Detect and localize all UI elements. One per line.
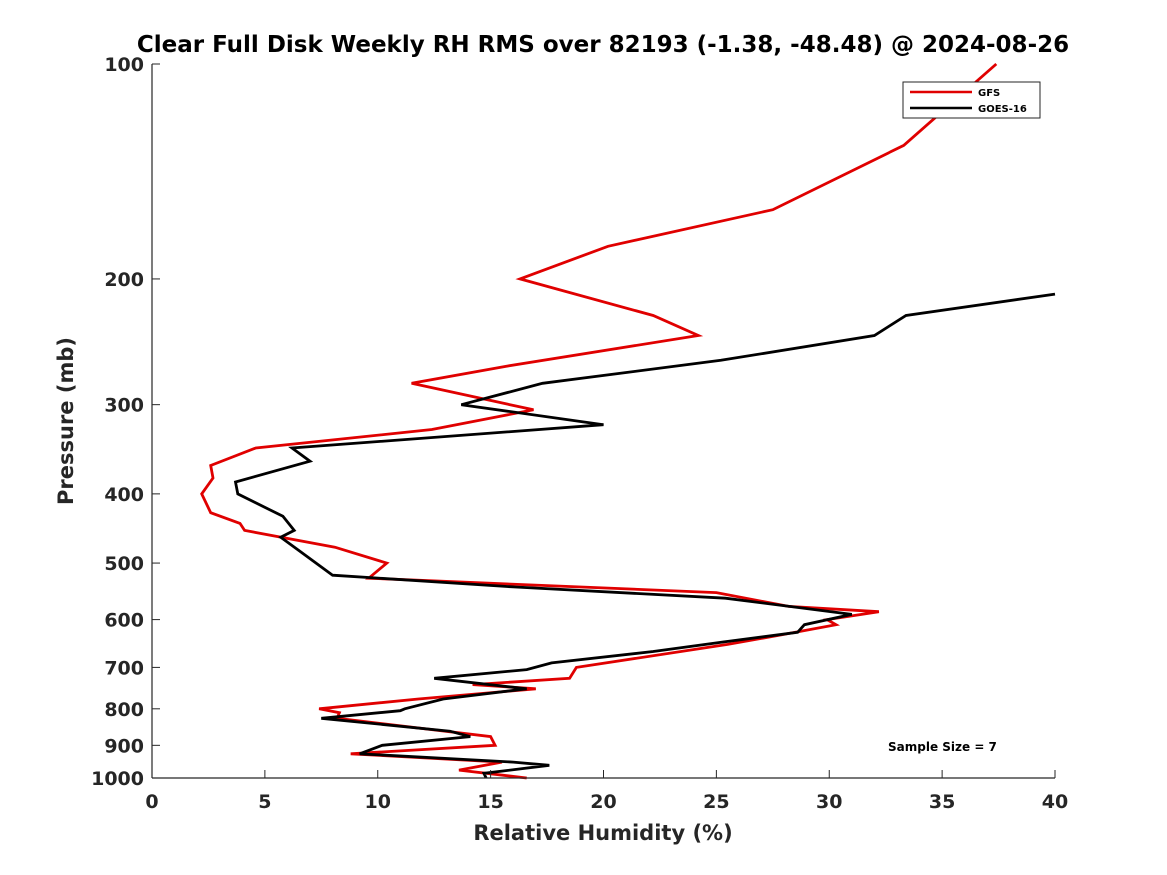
x-tick-label: 25 [703, 791, 729, 813]
series-line-goes16 [233, 292, 1056, 779]
y-tick-label: 600 [104, 610, 144, 632]
series-line-gfs [200, 62, 998, 780]
chart-title: Clear Full Disk Weekly RH RMS over 82193… [137, 32, 1069, 58]
x-tick-label: 35 [929, 791, 955, 813]
y-axis-label: Pressure (mb) [54, 337, 78, 505]
sample-size-annotation: Sample Size = 7 [888, 740, 997, 754]
x-tick-label: 5 [258, 791, 271, 813]
y-tick-label: 400 [104, 484, 144, 506]
x-ticks: 0 5 10 15 20 25 30 35 40 [145, 770, 1068, 813]
y-tick-label: 900 [104, 735, 144, 757]
y-tick-label: 300 [104, 395, 144, 417]
x-tick-label: 15 [477, 791, 503, 813]
legend-label-gfs: GFS [978, 88, 1000, 99]
plot-background [152, 64, 1055, 778]
x-tick-label: 10 [365, 791, 391, 813]
x-tick-label: 20 [590, 791, 616, 813]
x-axis-label: Relative Humidity (%) [473, 821, 732, 845]
series-layer [200, 62, 1056, 780]
y-ticks: 100 200 300 400 500 600 700 800 900 1000 [91, 54, 160, 790]
plot-area: 0 5 10 15 20 25 30 35 40 100 200 300 400 500 600 700 80… [91, 54, 1068, 813]
y-tick-label: 200 [104, 269, 144, 291]
y-tick-label: 1000 [91, 768, 144, 790]
y-tick-label: 500 [104, 553, 144, 575]
y-tick-label: 700 [104, 657, 144, 679]
y-tick-label: 800 [104, 699, 144, 721]
legend-box [902, 81, 1041, 119]
x-tick-label: 40 [1042, 791, 1068, 813]
x-tick-label: 30 [816, 791, 842, 813]
legend-label-goes16: GOES-16 [978, 104, 1027, 115]
y-tick-label: 100 [104, 54, 144, 76]
x-tick-label: 0 [145, 791, 158, 813]
legend: GFS GOES-16 [902, 81, 1041, 119]
